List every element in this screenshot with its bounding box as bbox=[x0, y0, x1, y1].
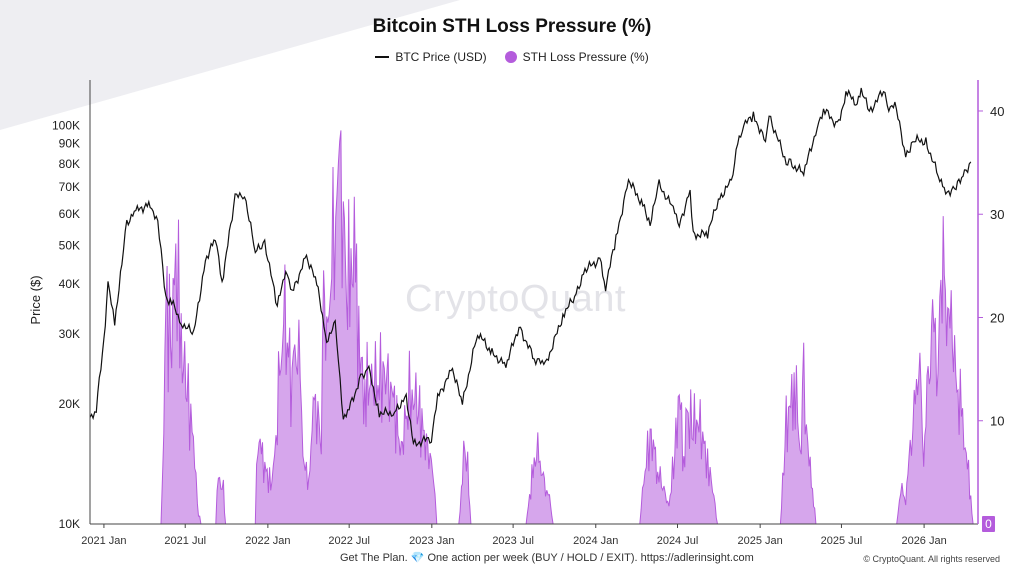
x-tick-label: 2022 Jul bbox=[328, 535, 370, 547]
y-tick-label-right: 20 bbox=[990, 310, 1004, 325]
footer-prefix: Get The Plan. bbox=[340, 552, 408, 564]
x-tick-label: 2024 Jul bbox=[657, 535, 699, 547]
right-axis-value-badge bbox=[982, 516, 995, 532]
y-tick-label-right: 30 bbox=[990, 207, 1004, 222]
price-line-layer bbox=[89, 87, 972, 449]
legend-dot-icon bbox=[504, 51, 517, 63]
legend-label-price: BTC Price (USD) bbox=[395, 50, 487, 64]
legend-label-loss: STH Loss Pressure (%) bbox=[522, 50, 649, 64]
footer: Get The Plan. 💎 One action per week (BUY… bbox=[340, 551, 754, 564]
watermark: CryptoQuant bbox=[405, 278, 626, 320]
loss-area-layer bbox=[90, 130, 974, 525]
footer-suffix[interactable]: One action per week (BUY / HOLD / EXIT).… bbox=[427, 552, 754, 564]
legend-line-icon bbox=[375, 56, 390, 58]
y-tick-label-left: 90K bbox=[59, 137, 80, 151]
y-tick-label-left: 30K bbox=[59, 327, 80, 341]
y-tick-label-left: 10K bbox=[59, 517, 80, 531]
legend: BTC Price (USD) STH Loss Pressure (%) bbox=[0, 50, 1024, 64]
diamond-icon: 💎 bbox=[410, 552, 425, 564]
x-tick-label: 2021 Jan bbox=[81, 535, 126, 547]
y-tick-label-left: 50K bbox=[59, 238, 80, 252]
y-tick-label-left: 40K bbox=[59, 277, 80, 291]
y-tick-label-left: 80K bbox=[59, 157, 80, 171]
x-tick-label: 2026 Jan bbox=[901, 535, 946, 547]
y-tick-label-right: 10 bbox=[990, 414, 1004, 429]
y-tick-label-left: 60K bbox=[59, 207, 80, 221]
chart-title: Bitcoin STH Loss Pressure (%) bbox=[372, 16, 652, 37]
y-tick-label-left: 70K bbox=[59, 180, 80, 194]
legend-item-loss[interactable]: STH Loss Pressure (%) bbox=[504, 50, 649, 64]
right-axis-value-label: 0 bbox=[985, 517, 992, 531]
y-tick-label-right: 40 bbox=[990, 104, 1004, 119]
x-tick-label: 2021 Jul bbox=[164, 535, 206, 547]
x-tick-label: 2024 Jan bbox=[573, 535, 618, 547]
loss-area bbox=[90, 130, 974, 525]
y-axis-label-left: Price ($) bbox=[28, 275, 43, 324]
legend-item-price[interactable]: BTC Price (USD) bbox=[375, 50, 487, 64]
x-tick-label: 2025 Jul bbox=[821, 535, 863, 547]
x-tick-label: 2023 Jul bbox=[492, 535, 534, 547]
y-tick-label-left: 100K bbox=[52, 118, 80, 132]
copyright: © CryptoQuant. All rights reserved bbox=[863, 554, 1000, 564]
x-tick-label: 2022 Jan bbox=[245, 535, 290, 547]
price-line bbox=[89, 87, 972, 449]
x-tick-label: 2023 Jan bbox=[409, 535, 454, 547]
x-tick-label: 2025 Jan bbox=[738, 535, 783, 547]
y-tick-label-left: 20K bbox=[59, 397, 80, 411]
axis-layer: 10K 20K 30K 40K 50K 60K 70K 80K 90K 100K 10 20 30 40 0… bbox=[28, 80, 1004, 547]
